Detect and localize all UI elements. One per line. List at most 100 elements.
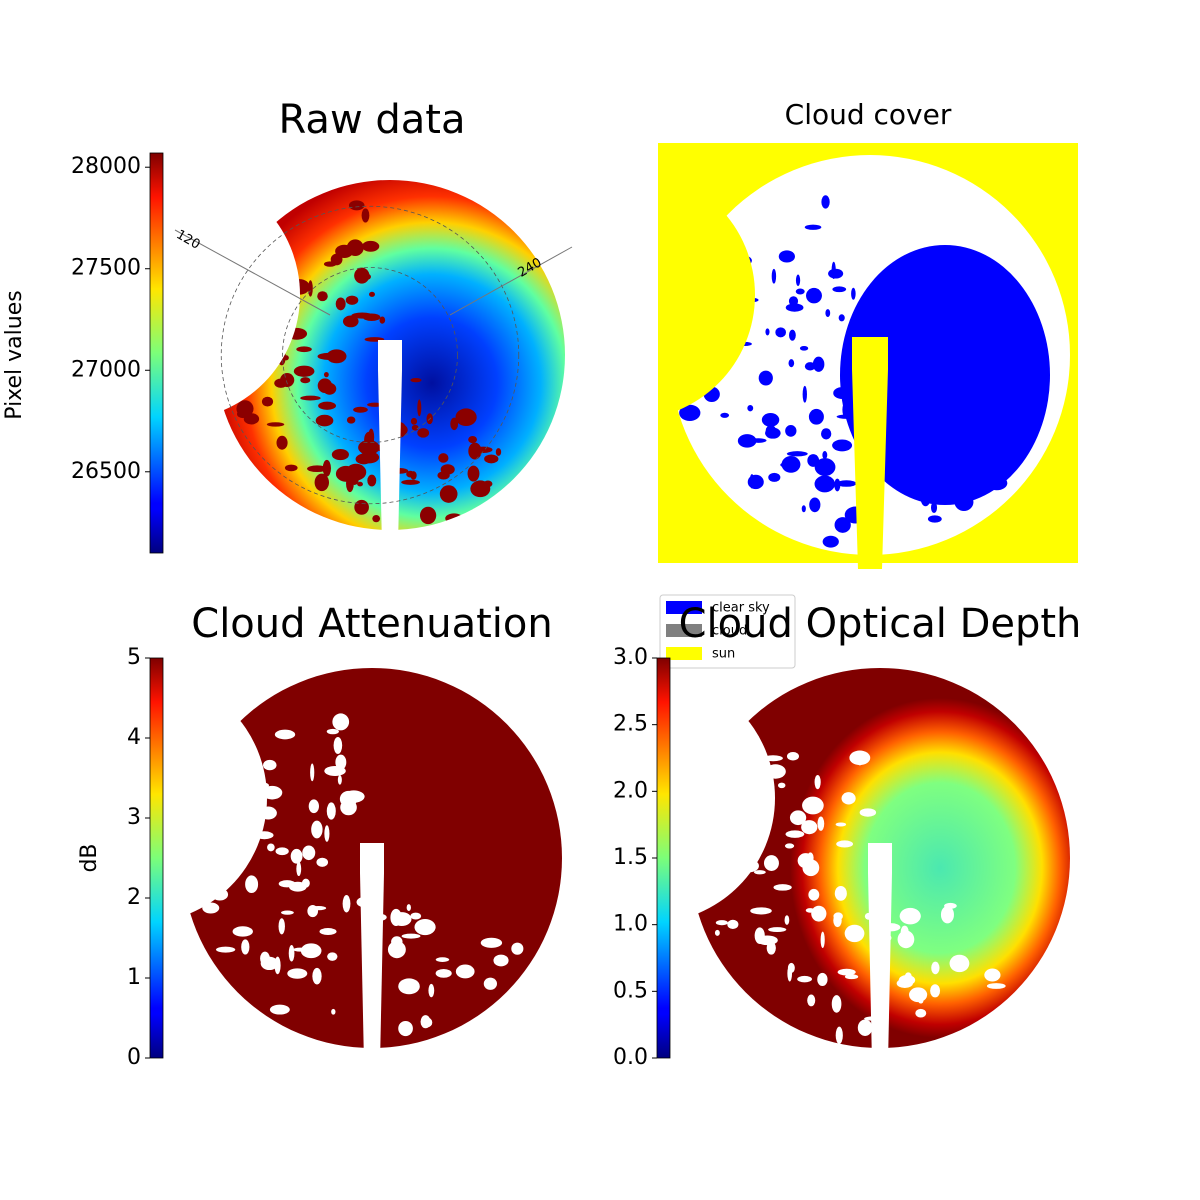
colorbar-tick-label: 1 xyxy=(127,965,141,990)
sky-blob xyxy=(455,964,475,979)
sky-blob xyxy=(876,933,892,943)
sky-blob xyxy=(296,346,312,353)
sky-blob xyxy=(825,309,831,317)
chart-title: Cloud Optical Depth xyxy=(679,601,1082,647)
sky-blob xyxy=(348,200,365,211)
sky-blob xyxy=(372,514,381,523)
sky-blob xyxy=(270,316,292,328)
sky-blob xyxy=(261,396,274,407)
sky-blob xyxy=(753,870,766,875)
sky-blob xyxy=(284,464,298,472)
colorbar xyxy=(149,152,164,554)
sky-blob xyxy=(474,446,493,453)
sky-blob xyxy=(379,316,386,324)
sky-blob xyxy=(948,478,968,484)
sky-blob xyxy=(319,928,337,935)
sky-blob xyxy=(331,1008,336,1015)
sky-blob xyxy=(930,984,941,998)
sky-blob xyxy=(333,736,343,754)
chart-title: Cloud Attenuation xyxy=(191,601,552,647)
sky-blob xyxy=(209,878,232,884)
sky-blob xyxy=(361,240,380,252)
colorbar-tick-label: 2.5 xyxy=(613,712,648,737)
sky-blob xyxy=(247,816,264,828)
sky-blob xyxy=(763,855,779,871)
sky-blob xyxy=(337,775,342,785)
sky-blob xyxy=(769,413,776,425)
legend-label: clear sky xyxy=(712,601,770,616)
colorbar-label: Pixel values xyxy=(2,290,27,419)
sky-blob xyxy=(324,825,330,842)
sky-blob xyxy=(714,929,720,936)
sky-blob xyxy=(438,453,449,463)
sky-blob xyxy=(780,461,801,468)
sky-blob xyxy=(789,329,796,341)
sky-blob xyxy=(428,983,435,998)
colorbar-tick-label: 3 xyxy=(127,805,141,830)
sky-blob xyxy=(354,267,370,284)
sky-blob xyxy=(255,831,274,840)
sky-blob xyxy=(331,449,349,461)
chart-title: Cloud cover xyxy=(785,98,952,131)
colorbar-tick-label: 2 xyxy=(127,885,141,910)
sky-blob xyxy=(323,261,337,267)
sky-blob xyxy=(814,774,821,790)
sky-blob xyxy=(335,754,347,770)
sky-blob xyxy=(241,939,250,955)
sky-blob xyxy=(864,1016,884,1021)
sky-blob xyxy=(300,395,321,401)
sky-blob xyxy=(324,765,346,777)
sky-blob xyxy=(369,291,375,297)
sky-blob xyxy=(918,997,924,1004)
sky-blob xyxy=(758,370,773,386)
sky-blob xyxy=(293,365,315,377)
sky-blob xyxy=(771,268,777,284)
sky-blob xyxy=(806,287,822,304)
sky-blob xyxy=(290,848,303,864)
sky-blob xyxy=(311,820,323,839)
sky-blob xyxy=(747,474,764,490)
sky-blob xyxy=(467,465,480,482)
range-ring xyxy=(220,205,520,505)
sky-blob xyxy=(511,942,524,955)
sky-blob xyxy=(802,859,820,877)
sky-blob xyxy=(766,941,776,955)
sky-blob xyxy=(317,378,333,393)
sky-blob xyxy=(274,729,296,740)
sky-blob xyxy=(927,515,942,523)
sky-blob xyxy=(788,359,795,368)
sky-fill xyxy=(215,180,565,530)
sky-blob xyxy=(387,940,406,959)
sky-blob xyxy=(808,888,820,901)
sky-blob xyxy=(821,428,832,440)
sky-blob xyxy=(484,454,499,464)
sky-blob xyxy=(410,912,422,920)
sky-blob xyxy=(833,387,851,400)
sky-blob xyxy=(323,371,329,378)
sky-blob xyxy=(986,475,1008,491)
sky-blob xyxy=(406,904,411,911)
sky-blob xyxy=(821,195,830,209)
sky-blob xyxy=(202,902,220,914)
sky-blob xyxy=(296,861,302,877)
sky-blob xyxy=(758,764,768,779)
sky-blob xyxy=(245,875,259,894)
sky-blob xyxy=(814,458,836,477)
legend-label: sun xyxy=(712,647,735,662)
sky-blob xyxy=(342,895,351,913)
sky-blob xyxy=(778,250,795,263)
sky-blob xyxy=(727,919,739,930)
sky-blob xyxy=(401,479,420,485)
sky-image xyxy=(182,668,562,1048)
sky-blob xyxy=(899,907,921,925)
sky-blob xyxy=(808,408,824,425)
sky-blob xyxy=(717,865,729,880)
sun-mast xyxy=(852,337,888,569)
sky-blob xyxy=(332,713,350,731)
sky-disc xyxy=(690,668,1090,1048)
sky-blob xyxy=(941,486,952,505)
sky-blob xyxy=(274,956,281,975)
sky-blob xyxy=(300,377,311,384)
sky-blob xyxy=(750,438,767,443)
sky-blob xyxy=(356,896,375,908)
